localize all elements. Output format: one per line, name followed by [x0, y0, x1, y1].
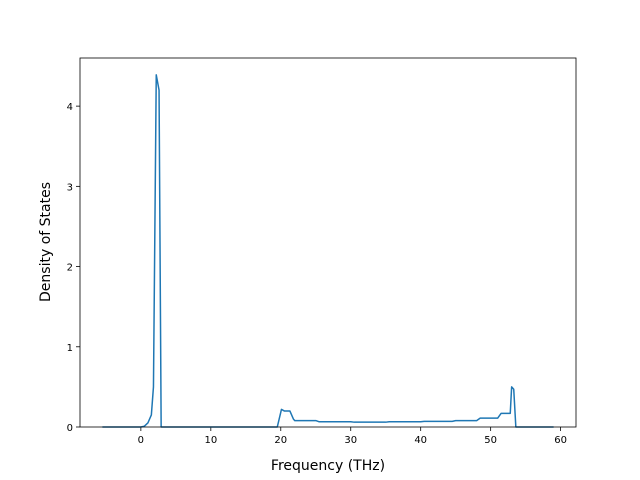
y-tick-label: 4 — [67, 102, 73, 113]
x-axis-label: Frequency (THz) — [271, 458, 385, 474]
x-tick-label: 20 — [274, 435, 287, 446]
x-tick-label: 10 — [204, 435, 217, 446]
y-axis-label: Density of States — [38, 182, 54, 302]
y-tick-label: 1 — [67, 343, 73, 354]
plot-frame — [79, 57, 577, 428]
x-tick-label: 0 — [138, 435, 144, 446]
y-tick-label: 2 — [67, 263, 73, 274]
x-tick-label: 40 — [414, 435, 427, 446]
x-tick-label: 30 — [344, 435, 357, 446]
y-tick-label: 3 — [67, 182, 73, 193]
y-tick-label: 0 — [67, 423, 73, 434]
x-tick-label: 50 — [484, 435, 497, 446]
line — [102, 74, 554, 428]
x-tick-label: 60 — [554, 435, 567, 446]
